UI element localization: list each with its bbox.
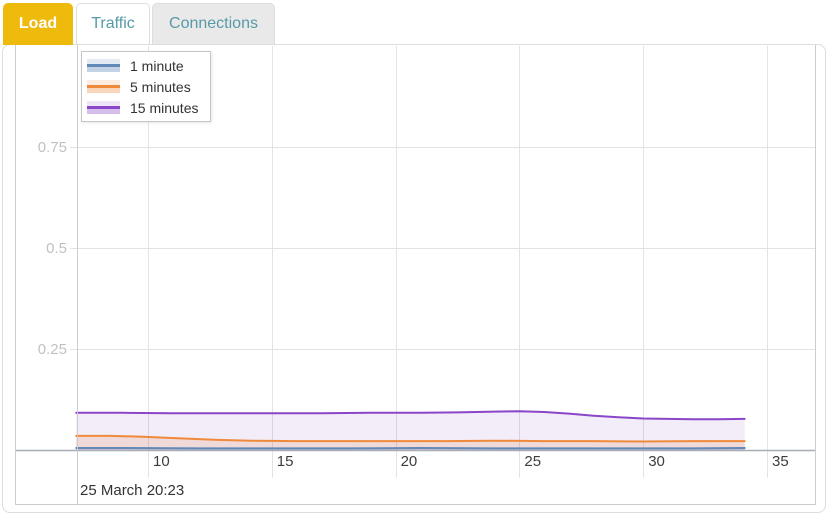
y-tick-label: 0.75 <box>38 139 67 156</box>
series-line <box>75 410 746 421</box>
tab-connections-label: Connections <box>169 15 258 32</box>
tab-traffic-label: Traffic <box>91 15 135 32</box>
legend-label-15-minutes: 15 minutes <box>130 99 199 116</box>
x-tick-label: 15 <box>277 453 294 470</box>
series-line <box>75 434 746 443</box>
x-tick-label: 35 <box>772 453 789 470</box>
legend-swatch-1-minute <box>87 59 120 72</box>
tab-load[interactable]: Load <box>3 3 73 45</box>
legend-item-15-minutes[interactable]: 15 minutes <box>87 97 198 118</box>
tab-traffic[interactable]: Traffic <box>76 3 150 44</box>
x-tick-label: 10 <box>153 453 170 470</box>
legend-item-1-minute[interactable]: 1 minute <box>87 55 198 76</box>
tab-load-label: Load <box>18 15 58 32</box>
label-layer: 10 15 20 25 30 35 0.25 0.5 0.75 <box>38 139 789 470</box>
x-tick-label: 30 <box>648 453 665 470</box>
series-area <box>76 411 745 450</box>
y-tick-label: 0.5 <box>46 240 67 257</box>
load-chart: 10 15 20 25 30 35 0.25 0.5 0.75 25 March 20:23 <box>15 45 816 505</box>
area-layer <box>76 411 745 450</box>
legend-swatch-15-minutes <box>87 101 120 114</box>
series-area <box>76 435 745 450</box>
y-tick-label: 0.25 <box>38 341 67 358</box>
tab-connections[interactable]: Connections <box>152 3 275 44</box>
line-layer <box>75 410 746 450</box>
legend-swatch-5-minutes <box>87 80 120 93</box>
legend-item-5-minutes[interactable]: 5 minutes <box>87 76 198 97</box>
chart-panel <box>2 44 826 513</box>
x-tick-label: 20 <box>401 453 418 470</box>
legend-label-5-minutes: 5 minutes <box>130 78 191 95</box>
date-label: 25 March 20:23 <box>80 482 184 499</box>
x-tick-label: 25 <box>524 453 541 470</box>
legend-label-1-minute: 1 minute <box>130 57 184 74</box>
chart-legend: 1 minute 5 minutes 15 minutes <box>81 51 212 122</box>
